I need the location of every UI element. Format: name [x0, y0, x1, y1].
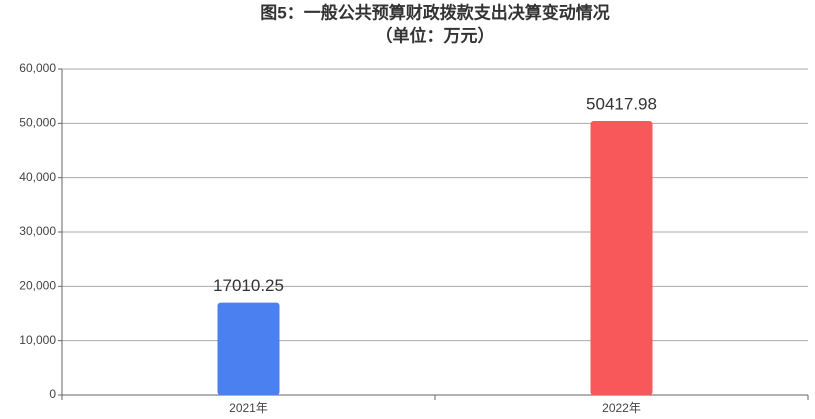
x-tick-label: 2022年 — [602, 401, 641, 415]
y-tick-label: 0 — [49, 387, 56, 401]
value-label: 17010.25 — [213, 276, 284, 295]
y-tick-label: 30,000 — [19, 224, 56, 238]
y-tick-label: 60,000 — [19, 61, 56, 75]
chart-subtitle: （单位：万元） — [376, 25, 495, 45]
value-label: 50417.98 — [586, 95, 657, 114]
bar — [217, 302, 280, 395]
x-tick-label: 2021年 — [229, 401, 268, 415]
chart-title: 图5：一般公共预算财政拨款支出决算变动情况 — [260, 2, 609, 22]
bar — [590, 121, 653, 395]
y-tick-label: 10,000 — [19, 333, 56, 347]
y-tick-label: 20,000 — [19, 279, 56, 293]
y-tick-label: 50,000 — [19, 116, 56, 130]
y-tick-label: 40,000 — [19, 170, 56, 184]
